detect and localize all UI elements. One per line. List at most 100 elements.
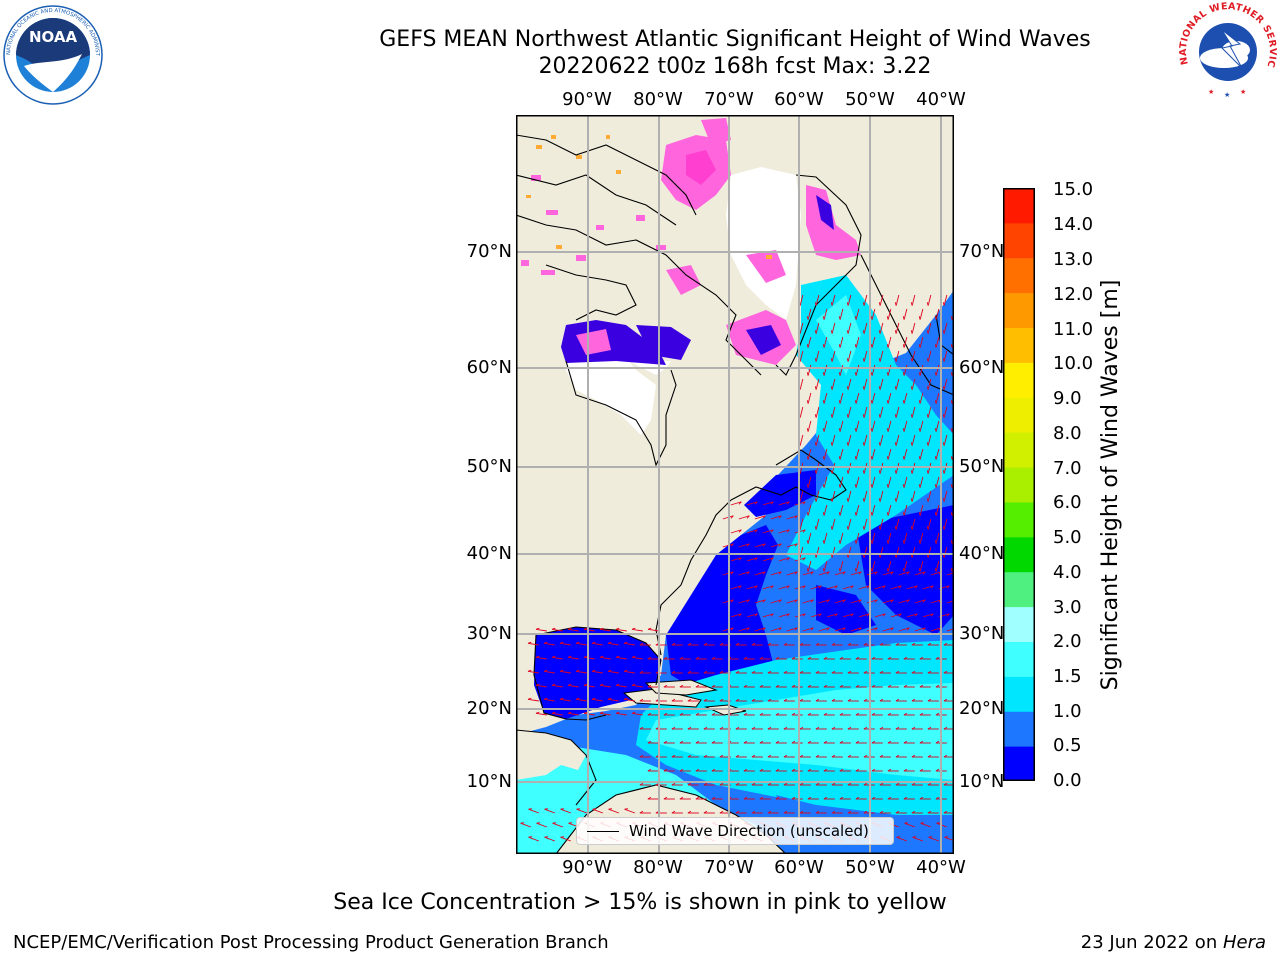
wave-direction-arrowhead bbox=[950, 316, 953, 320]
wave-direction-arrow bbox=[815, 546, 820, 558]
wave-direction-arrow bbox=[552, 822, 564, 828]
lat-label-left: 60°N bbox=[466, 357, 512, 378]
wave-direction-arrowhead bbox=[906, 571, 910, 575]
wave-direction-arrowhead bbox=[886, 540, 889, 544]
wave-direction-arrowhead bbox=[807, 768, 812, 772]
wave-direction-arrowhead bbox=[751, 698, 756, 702]
wave-direction-arrow bbox=[794, 501, 806, 506]
wave-direction-arrowhead bbox=[904, 822, 909, 824]
wave-direction-arrowhead bbox=[830, 302, 833, 306]
wave-direction-arrowhead bbox=[942, 498, 945, 502]
wave-direction-arrow bbox=[847, 434, 852, 446]
wave-direction-arrowhead bbox=[671, 698, 676, 702]
wave-direction-arrow bbox=[754, 599, 766, 604]
wave-direction-arrow bbox=[823, 308, 828, 320]
wave-direction-arrow bbox=[839, 364, 844, 376]
wave-direction-arrow bbox=[850, 571, 862, 576]
wave-direction-arrowhead bbox=[647, 656, 652, 660]
lat-label-right: 20°N bbox=[959, 698, 1005, 719]
wave-direction-arrowhead bbox=[918, 400, 921, 404]
wave-direction-arrowhead bbox=[791, 796, 796, 800]
wave-direction-arrowhead bbox=[879, 782, 884, 786]
wave-direction-arrowhead bbox=[823, 740, 828, 744]
wave-direction-arrowhead bbox=[858, 599, 862, 603]
wave-direction-arrowhead bbox=[615, 655, 620, 658]
wave-direction-arrowhead bbox=[911, 698, 916, 702]
wave-direction-arrowhead bbox=[918, 484, 921, 488]
wave-direction-arrow bbox=[599, 684, 611, 688]
wave-direction-arrowhead bbox=[822, 428, 825, 432]
wave-direction-arrowhead bbox=[838, 344, 841, 348]
wave-direction-arrow bbox=[615, 712, 627, 716]
wave-direction-arrowhead bbox=[831, 726, 836, 730]
wave-direction-arrowhead bbox=[520, 822, 525, 824]
wave-direction-arrow bbox=[799, 518, 804, 530]
wave-direction-arrowhead bbox=[887, 712, 892, 716]
lat-label-right: 60°N bbox=[959, 357, 1005, 378]
wave-direction-arrow bbox=[919, 364, 924, 376]
wave-direction-arrowhead bbox=[918, 316, 921, 320]
wave-direction-arrowhead bbox=[623, 697, 628, 700]
wave-direction-arrow bbox=[863, 406, 868, 418]
wave-direction-arrowhead bbox=[934, 512, 937, 516]
wave-direction-arrow bbox=[754, 515, 766, 520]
wave-direction-arrowhead bbox=[799, 782, 804, 786]
wave-direction-arrowhead bbox=[879, 726, 884, 730]
wave-direction-arrow bbox=[946, 628, 954, 632]
wave-direction-arrowhead bbox=[854, 540, 857, 544]
wave-direction-arrowhead bbox=[794, 515, 798, 519]
wave-direction-arrowhead bbox=[647, 627, 652, 630]
wave-direction-arrowhead bbox=[863, 754, 868, 758]
wave-direction-arrow bbox=[778, 501, 790, 506]
wave-direction-arrow bbox=[887, 476, 892, 488]
wave-direction-arrow bbox=[802, 571, 814, 576]
wave-direction-arrow bbox=[631, 712, 643, 716]
wave-direction-arrowhead bbox=[886, 484, 889, 488]
wave-direction-arrowhead bbox=[919, 656, 924, 660]
wave-direction-arrow bbox=[943, 350, 948, 362]
wave-direction-arrowhead bbox=[862, 498, 865, 502]
colorbar-segment bbox=[1003, 222, 1035, 259]
wave-direction-arrowhead bbox=[639, 726, 644, 730]
wave-direction-arrow bbox=[882, 627, 894, 632]
wave-direction-arrowhead bbox=[902, 316, 905, 320]
wave-direction-arrow bbox=[599, 656, 611, 660]
wave-direction-arrowhead bbox=[887, 796, 892, 800]
wave-direction-arrow bbox=[831, 518, 836, 530]
wave-direction-arrowhead bbox=[878, 414, 881, 418]
wave-direction-arrowhead bbox=[831, 642, 836, 646]
wave-direction-arrowhead bbox=[814, 302, 817, 306]
wave-direction-arrowhead bbox=[879, 670, 884, 674]
wave-direction-arrow bbox=[866, 599, 878, 604]
wave-direction-arrowhead bbox=[922, 599, 926, 603]
wave-direction-arrow bbox=[943, 294, 948, 306]
wave-direction-arrow bbox=[823, 336, 828, 348]
wave-direction-arrow bbox=[802, 627, 814, 632]
wave-direction-arrowhead bbox=[794, 571, 798, 575]
wave-direction-arrow bbox=[551, 712, 563, 716]
wave-direction-arrow bbox=[871, 336, 876, 348]
wave-direction-arrowhead bbox=[839, 656, 844, 660]
colorbar-tick: 2.0 bbox=[1053, 631, 1082, 652]
wave-direction-arrow bbox=[911, 546, 916, 558]
lon-label-top: 90°W bbox=[562, 89, 612, 110]
wave-direction-arrow bbox=[911, 434, 916, 446]
wave-direction-arrowhead bbox=[559, 669, 564, 672]
wave-direction-arrow bbox=[943, 434, 948, 446]
wave-direction-arrowhead bbox=[806, 456, 809, 460]
wave-direction-arrow bbox=[855, 420, 860, 432]
lon-label-top: 80°W bbox=[633, 89, 683, 110]
wave-direction-arrowhead bbox=[886, 372, 889, 376]
wave-direction-arrowhead bbox=[830, 330, 833, 334]
wave-direction-arrowhead bbox=[874, 571, 878, 575]
wave-direction-arrow bbox=[863, 546, 868, 558]
wave-direction-arrowhead bbox=[934, 400, 937, 404]
wave-direction-arrowhead bbox=[922, 571, 926, 575]
wave-direction-arrowhead bbox=[679, 712, 684, 716]
wave-direction-arrowhead bbox=[863, 698, 868, 702]
wave-direction-arrowhead bbox=[823, 796, 828, 800]
wave-direction-arrowhead bbox=[770, 557, 774, 561]
wave-direction-arrowhead bbox=[882, 585, 886, 589]
wave-direction-arrow bbox=[903, 476, 908, 488]
colorbar-segment bbox=[1003, 467, 1035, 503]
